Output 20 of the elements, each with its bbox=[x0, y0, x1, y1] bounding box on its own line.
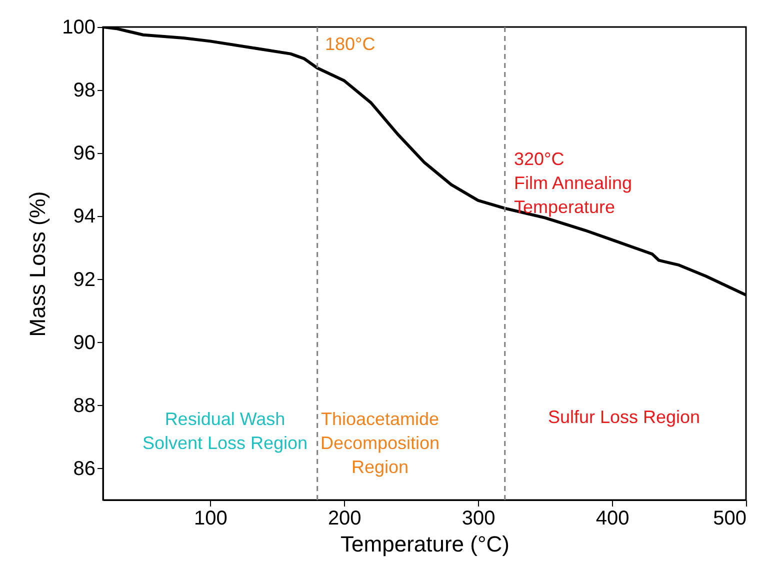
y-tick-label: 86 bbox=[73, 458, 96, 480]
x-tick-label: 100 bbox=[194, 508, 228, 530]
x-tick-label: 300 bbox=[462, 508, 496, 530]
y-tick-label: 94 bbox=[73, 206, 96, 228]
y-tick-label: 98 bbox=[73, 80, 96, 102]
y-axis-title: Mass Loss (%) bbox=[25, 191, 50, 337]
x-tick-label: 400 bbox=[596, 508, 630, 530]
y-tick-label: 88 bbox=[73, 394, 96, 417]
annotation: Residual Wash Solvent Loss Region bbox=[142, 409, 308, 453]
x-axis-title: Temperature (°C) bbox=[340, 532, 510, 556]
y-tick-label: 96 bbox=[73, 142, 96, 165]
annotation: 320°C Film Annealing Temperature bbox=[514, 149, 632, 217]
annotation: Sulfur Loss Region bbox=[548, 407, 700, 427]
x-tick-label: 500 bbox=[713, 508, 746, 530]
x-tick-label: 200 bbox=[328, 508, 362, 530]
y-tick-label: 92 bbox=[73, 268, 96, 291]
y-tick-label: 90 bbox=[73, 332, 96, 354]
annotation: Thioacetamide Decomposition Region bbox=[320, 409, 440, 477]
annotation: 180°C bbox=[325, 34, 376, 54]
y-tick-label: 100 bbox=[62, 16, 96, 38]
